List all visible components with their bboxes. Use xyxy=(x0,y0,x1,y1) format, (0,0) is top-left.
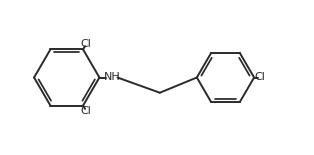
Text: Cl: Cl xyxy=(255,73,265,82)
Text: Cl: Cl xyxy=(81,39,92,49)
Text: Cl: Cl xyxy=(81,106,92,116)
Text: NH: NH xyxy=(104,73,120,82)
